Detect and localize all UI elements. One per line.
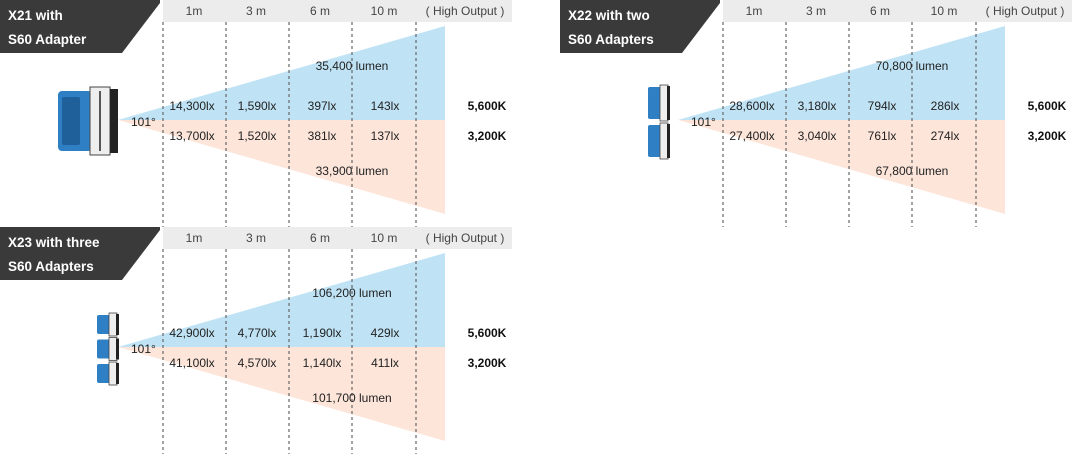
warm-lux-value: 411lx	[371, 356, 399, 370]
header-band	[163, 0, 512, 22]
warm-beam	[678, 120, 1005, 214]
warm-lux-value: 761lx	[868, 129, 897, 143]
panel-title: S60 Adapters	[568, 32, 654, 47]
fixture-group	[58, 86, 118, 156]
warm-lux-value: 41,100lx	[169, 356, 214, 370]
cool-lumen-label: 35,400 lumen	[316, 59, 389, 73]
panel-svg-x23: 1m 3 m 6 m 10 m ( High Output ) X23 with thre…	[0, 227, 512, 454]
warm-lumen-label: 101,700 lumen	[312, 391, 391, 405]
warm-lux-value: 3,040lx	[798, 129, 837, 143]
warm-lux-value: 4,570lx	[238, 356, 277, 370]
high-output-label: ( High Output )	[426, 4, 505, 18]
beam-angle-label: 101°	[131, 342, 156, 356]
panel-svg-x21: 1m 3 m 6 m 10 m ( High Output ) X21 with S60 A…	[0, 0, 512, 227]
panel-title: X22 with two	[568, 8, 650, 23]
header-band	[723, 0, 1072, 22]
cool-lux-value: 1,190lx	[303, 326, 342, 340]
cool-lux-value: 143lx	[371, 99, 400, 113]
cool-lumen-label: 106,200 lumen	[312, 286, 391, 300]
cool-lumen-label: 70,800 lumen	[876, 59, 949, 73]
beam-angle-label: 101°	[691, 115, 716, 129]
distance-label: 6 m	[310, 4, 330, 18]
cool-beam	[678, 26, 1005, 120]
warm-lux-value: 27,400lx	[729, 129, 774, 143]
title-banner	[0, 0, 160, 53]
cool-beam	[118, 253, 445, 347]
warm-beam	[118, 120, 445, 214]
distance-label: 6 m	[870, 4, 890, 18]
distance-label: 1m	[746, 4, 763, 18]
warm-lux-value: 137lx	[371, 129, 400, 143]
high-output-label: ( High Output )	[426, 231, 505, 245]
warm-lumen-label: 33,900 lumen	[316, 164, 389, 178]
cool-lux-value: 4,770lx	[238, 326, 277, 340]
warm-lux-value: 274lx	[931, 129, 960, 143]
cool-kelvin-label: 5,600K	[468, 99, 507, 113]
warm-lux-value: 1,520lx	[238, 129, 277, 143]
distance-label: 10 m	[371, 4, 398, 18]
cool-kelvin-label: 5,600K	[468, 326, 507, 340]
panel-svg-x22: 1m 3 m 6 m 10 m ( High Output ) X22 with two S…	[560, 0, 1072, 227]
warm-lumen-label: 67,800 lumen	[876, 164, 949, 178]
panel-title: X23 with three	[8, 235, 100, 250]
distance-label: 1m	[186, 4, 203, 18]
cool-lux-value: 28,600lx	[729, 99, 774, 113]
warm-kelvin-label: 3,200K	[468, 129, 507, 143]
beam-angle-label: 101°	[131, 115, 156, 129]
panel-title: S60 Adapter	[8, 32, 87, 47]
cool-lux-value: 429lx	[371, 326, 400, 340]
cool-lux-value: 1,590lx	[238, 99, 277, 113]
panel-title: S60 Adapters	[8, 259, 94, 274]
cool-lux-value: 42,900lx	[169, 326, 214, 340]
distance-label: 3 m	[246, 231, 266, 245]
title-banner	[0, 227, 160, 280]
panel-title: X21 with	[8, 8, 63, 23]
distance-label: 3 m	[246, 4, 266, 18]
title-banner	[560, 0, 720, 53]
warm-lux-value: 13,700lx	[169, 129, 214, 143]
panel-x21: 1m 3 m 6 m 10 m ( High Output ) X21 with S60 A…	[0, 0, 520, 227]
distance-label: 10 m	[371, 231, 398, 245]
cool-lux-value: 14,300lx	[169, 99, 214, 113]
distance-label: 10 m	[931, 4, 958, 18]
cool-lux-value: 3,180lx	[798, 99, 837, 113]
high-output-label: ( High Output )	[986, 4, 1065, 18]
warm-lux-value: 1,140lx	[303, 356, 342, 370]
distance-label: 6 m	[310, 231, 330, 245]
warm-lux-value: 381lx	[308, 129, 337, 143]
fixture-group	[648, 84, 670, 160]
warm-beam	[118, 347, 445, 441]
cool-kelvin-label: 5,600K	[1028, 99, 1067, 113]
cool-lux-value: 286lx	[931, 99, 960, 113]
distance-label: 1m	[186, 231, 203, 245]
cool-lux-value: 794lx	[868, 99, 897, 113]
distance-label: 3 m	[806, 4, 826, 18]
cool-beam	[118, 26, 445, 120]
fixture-group	[97, 312, 119, 386]
warm-kelvin-label: 3,200K	[468, 356, 507, 370]
header-band	[163, 227, 512, 249]
panel-x22: 1m 3 m 6 m 10 m ( High Output ) X22 with two S…	[560, 0, 1080, 227]
panel-x23: 1m 3 m 6 m 10 m ( High Output ) X23 with thre…	[0, 227, 520, 454]
warm-kelvin-label: 3,200K	[1028, 129, 1067, 143]
cool-lux-value: 397lx	[308, 99, 337, 113]
